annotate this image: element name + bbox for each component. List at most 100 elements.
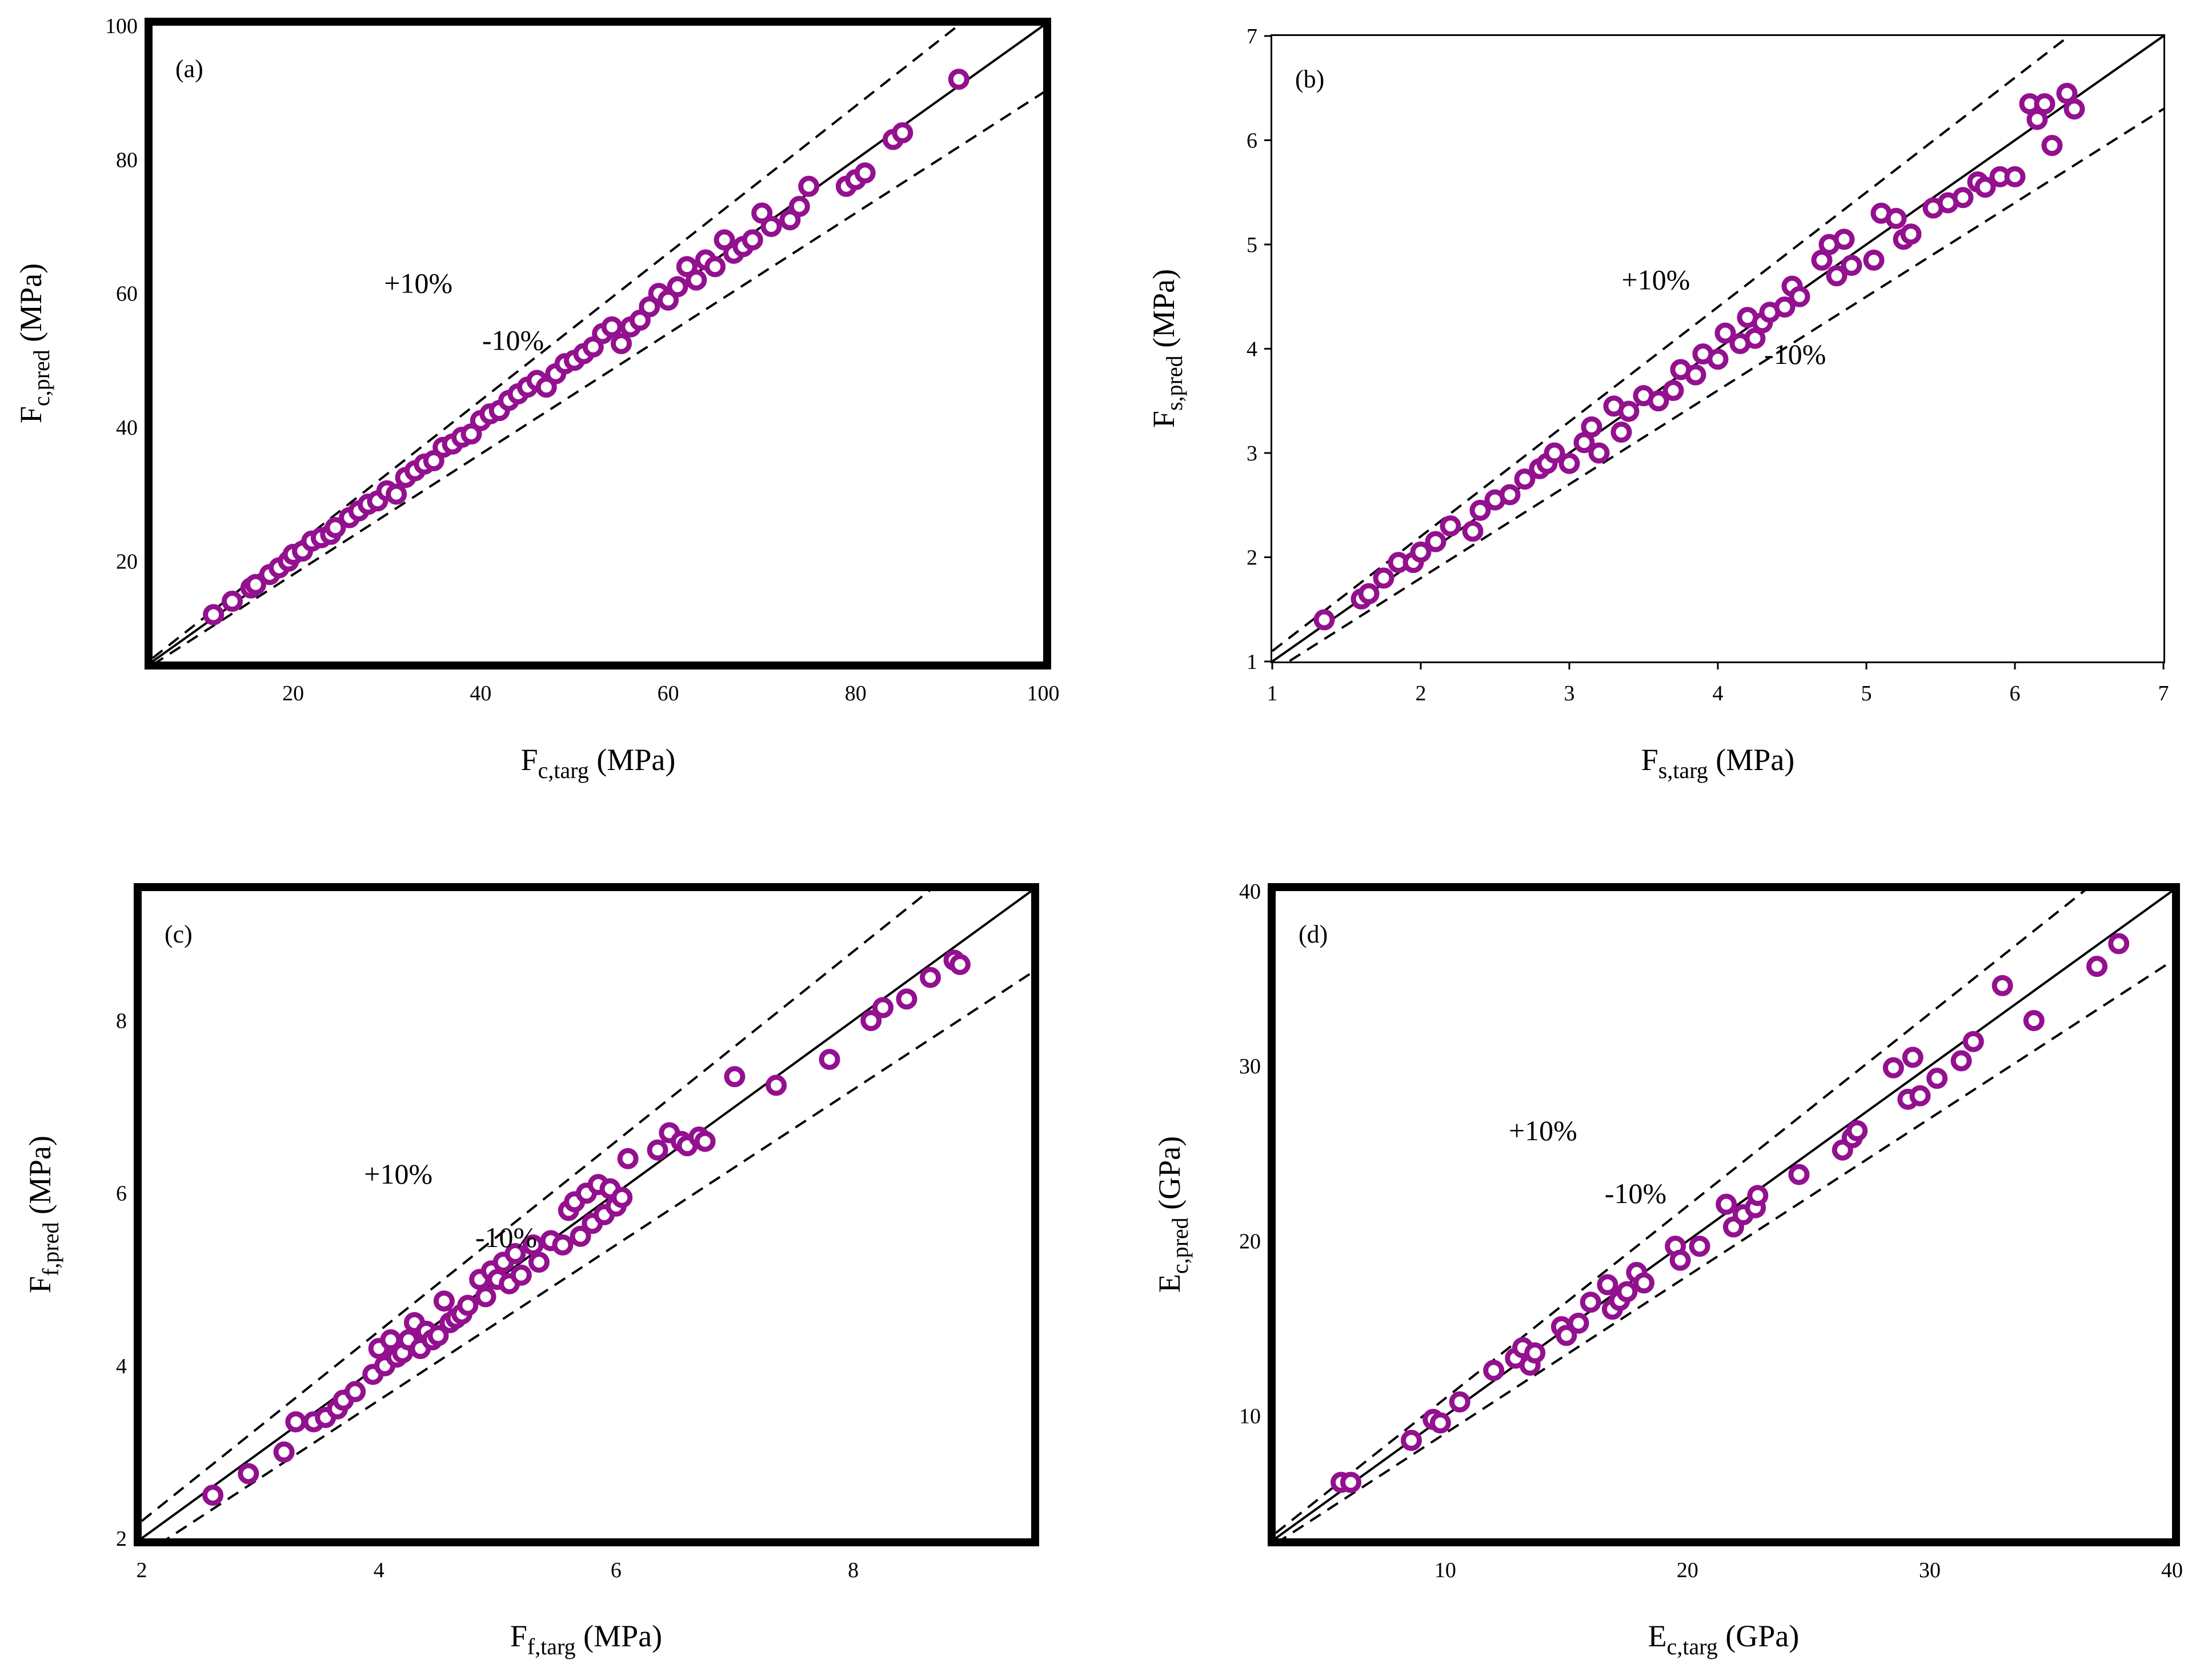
- x-tick-label: 4: [374, 1558, 384, 1582]
- panel-label: (a): [175, 55, 203, 83]
- data-point: [423, 450, 444, 472]
- minus-10-line: [166, 972, 1031, 1538]
- x-tick-label: 2: [137, 1558, 147, 1582]
- x-axis-title-symbol: E: [1648, 1619, 1667, 1653]
- y-axis-title-unit: (MPa): [1147, 269, 1181, 355]
- x-tick-label: 20: [1677, 1558, 1698, 1582]
- data-point: [892, 122, 913, 143]
- data-point: [860, 1010, 882, 1032]
- data-point: [1483, 1360, 1505, 1381]
- data-point: [1669, 1249, 1691, 1271]
- x-axis-title-symbol: F: [510, 1619, 527, 1653]
- data-point: [1707, 348, 1729, 370]
- y-tick-label: 1: [1247, 650, 1257, 674]
- data-point: [1410, 541, 1432, 563]
- x-tick-label: 7: [2158, 681, 2169, 705]
- x-axis-title-unit: (MPa): [576, 1619, 662, 1653]
- y-tick-label: 10: [1239, 1405, 1261, 1429]
- data-point: [324, 517, 346, 539]
- x-tick-label: 40: [2161, 1558, 2183, 1582]
- y-tick-label: 8: [116, 1009, 127, 1033]
- y-axis-title: Ec,pred (GPa): [1152, 1136, 1193, 1293]
- data-point: [742, 229, 763, 251]
- data-point: [1462, 520, 1484, 542]
- data-points: [203, 69, 969, 626]
- data-point: [221, 591, 243, 612]
- data-point: [1826, 265, 1848, 287]
- data-point: [647, 1139, 668, 1161]
- data-point: [1689, 1236, 1710, 1257]
- plus-10-label: +10%: [364, 1158, 432, 1190]
- y-axis-title-unit: (GPa): [1152, 1136, 1187, 1217]
- data-point: [1469, 499, 1491, 521]
- x-tick-label: 80: [845, 681, 867, 705]
- data-points: [202, 949, 971, 1506]
- data-point: [601, 316, 623, 338]
- data-point: [872, 997, 893, 1019]
- y-tick-label: 5: [1247, 233, 1257, 257]
- data-point: [273, 1441, 295, 1463]
- y-tick-label: 20: [116, 550, 138, 574]
- x-tick-label: 6: [611, 1558, 622, 1582]
- x-axis-title-unit: (GPa): [1718, 1619, 1799, 1653]
- data-point: [2056, 82, 2078, 104]
- data-point: [854, 162, 876, 184]
- data-point: [1400, 1430, 1422, 1452]
- data-point: [1744, 327, 1766, 349]
- y-axis-title-symbol: F: [1147, 411, 1181, 428]
- y-tick-label: 7: [1247, 25, 1257, 49]
- y-tick-label: 40: [1239, 880, 1261, 904]
- y-tick-label: 60: [116, 282, 138, 306]
- x-axis-title-subscript: c,targ: [538, 757, 589, 783]
- x-tick-label: 3: [1564, 681, 1575, 705]
- x-tick-label: 100: [1027, 681, 1060, 705]
- data-point: [1514, 468, 1536, 490]
- x-tick-label: 2: [1416, 681, 1426, 705]
- x-tick-label: 60: [658, 681, 679, 705]
- data-point: [245, 574, 267, 595]
- data-point: [611, 333, 632, 354]
- y-axis-title: Fs,pred (MPa): [1147, 269, 1187, 428]
- data-point: [751, 202, 773, 224]
- panel-a: 20 40 60 80 100 20 40 60 80 100 (a) +10% -10% Fc,targ…: [14, 14, 1060, 783]
- data-point: [1429, 1412, 1451, 1434]
- data-point: [1588, 442, 1610, 464]
- data-point: [2023, 1010, 2045, 1032]
- data-point: [2004, 166, 2026, 187]
- data-point: [1581, 416, 1602, 438]
- y-axis-title-subscript: s,pred: [1161, 355, 1187, 411]
- data-point: [1991, 975, 2013, 996]
- data-point: [724, 1066, 746, 1088]
- data-point: [1974, 177, 1996, 198]
- data-point: [798, 175, 820, 197]
- data-point: [694, 1130, 716, 1152]
- identity-line: [1276, 891, 2172, 1538]
- data-point: [1685, 364, 1706, 386]
- data-point: [639, 296, 660, 318]
- x-axis-title-symbol: F: [521, 743, 538, 777]
- y-axis-title-subscript: c,pred: [1167, 1217, 1193, 1274]
- data-point: [658, 289, 679, 311]
- data-point: [1926, 1068, 1948, 1089]
- data-point: [766, 1074, 787, 1096]
- data-point: [1909, 1085, 1931, 1106]
- y-axis-title-unit: (MPa): [23, 1136, 57, 1222]
- data-point: [788, 195, 810, 217]
- data-point: [1662, 380, 1684, 401]
- data-point: [1618, 400, 1640, 422]
- data-point: [1950, 1050, 1972, 1072]
- plus-10-line: [142, 891, 931, 1522]
- data-point: [676, 256, 698, 278]
- data-point: [460, 423, 482, 445]
- y-axis-title-symbol: E: [1152, 1274, 1187, 1293]
- data-point: [552, 1234, 574, 1256]
- x-tick-label: 10: [1434, 1558, 1456, 1582]
- data-point: [433, 1290, 455, 1312]
- plot-frame: [145, 18, 1051, 669]
- y-tick-label: 2: [116, 1527, 127, 1551]
- y-tick-label: 100: [105, 14, 138, 38]
- data-point: [1846, 1120, 1868, 1142]
- x-tick-label: 1: [1267, 681, 1278, 705]
- panel-label: (c): [165, 920, 193, 948]
